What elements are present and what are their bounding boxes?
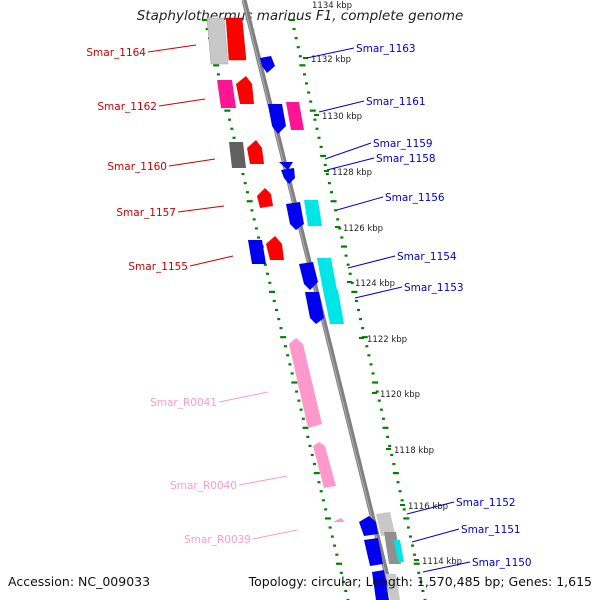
gene-feature-smar-1158[interactable] xyxy=(281,168,295,184)
gene-label[interactable]: Smar_1158 xyxy=(376,153,436,165)
rna-feature-smar-r0039[interactable] xyxy=(333,518,345,522)
gene-label[interactable]: Smar_1150 xyxy=(472,557,532,569)
label-leader-line xyxy=(147,44,197,53)
gene-label[interactable]: Smar_R0041 xyxy=(150,397,217,409)
gene-feature-smar-1154-cyan[interactable] xyxy=(317,258,337,290)
tick-label: 1130 kbp xyxy=(322,112,362,122)
accession-text: Accession: NC_009033 xyxy=(8,574,151,589)
right-gene-labels: Smar_1163 Smar_1161 Smar_1159 Smar_1158 Smar… xyxy=(306,43,532,573)
label-leader-line xyxy=(326,157,375,171)
gene-feature-smar-1157[interactable] xyxy=(257,188,273,208)
gene-label[interactable]: Smar_1159 xyxy=(373,138,433,150)
label-leader-line xyxy=(168,158,216,167)
gene-label[interactable]: Smar_1163 xyxy=(356,43,416,55)
label-leader-line xyxy=(324,142,372,160)
tick-label: 1124 kbp xyxy=(355,279,395,289)
gene-feature-smar-1150-gray[interactable] xyxy=(386,574,400,600)
label-leader-line xyxy=(238,475,288,486)
label-leader-line xyxy=(306,47,355,59)
gene-label[interactable]: Smar_1152 xyxy=(456,497,516,509)
gene-feature-smar-1163[interactable] xyxy=(260,56,275,73)
rna-feature-smar-r0041[interactable] xyxy=(289,338,322,428)
gene-label[interactable]: Smar_1164 xyxy=(86,47,146,59)
gene-feature-smar-1160-darkgray[interactable] xyxy=(229,142,246,168)
gene-feature-smar-1162-magenta[interactable] xyxy=(217,80,236,108)
tick-label: 1114 kbp xyxy=(422,557,462,567)
label-leader-line xyxy=(252,529,298,540)
tick-label: 1116 kbp xyxy=(408,502,448,512)
gene-label[interactable]: Smar_1161 xyxy=(366,96,426,108)
gene-label[interactable]: Smar_1155 xyxy=(128,261,188,273)
label-leader-line xyxy=(422,561,471,573)
gene-label[interactable]: Smar_1157 xyxy=(116,207,176,219)
topology-text: Topology: circular; Length: 1,570,485 bp… xyxy=(248,574,592,589)
gene-feature-smar-1152-blue[interactable] xyxy=(359,516,378,536)
tick-label: 1122 kbp xyxy=(367,335,407,345)
tick-label: 1126 kbp xyxy=(343,224,383,234)
label-leader-line xyxy=(177,205,225,213)
label-leader-line xyxy=(336,196,384,211)
label-leader-line xyxy=(406,501,455,515)
gene-feature-smar-1151-cyan[interactable] xyxy=(394,540,404,562)
gene-feature-smar-1154-blue[interactable] xyxy=(299,262,318,290)
gene-feature-smar-1156-blue[interactable] xyxy=(286,202,304,230)
tick-label: 1132 kbp xyxy=(311,55,351,65)
tick-label: 1120 kbp xyxy=(380,390,420,400)
gene-feature-smar-1161-magenta[interactable] xyxy=(286,102,304,130)
gene-feature-smar-1164-red[interactable] xyxy=(225,17,247,61)
tick-label: 1128 kbp xyxy=(332,168,372,178)
label-leader-line xyxy=(158,98,206,107)
gene-feature-smar-1151-blue[interactable] xyxy=(364,538,383,566)
label-leader-line xyxy=(411,528,460,543)
gene-feature-smar-1159[interactable] xyxy=(279,162,293,170)
left-gene-labels: Smar_1164 Smar_1162 Smar_1160 Smar_1157 Smar… xyxy=(86,44,298,546)
gene-label[interactable]: Smar_R0040 xyxy=(170,480,237,492)
gene-feature-smar-1153-cyan[interactable] xyxy=(323,290,344,324)
gene-feature-smar-1150-blue[interactable] xyxy=(372,570,389,600)
gene-feature-smar-1155-red[interactable] xyxy=(266,236,284,260)
label-leader-line xyxy=(189,255,234,267)
label-leader-line xyxy=(354,286,403,299)
gene-features xyxy=(206,17,404,600)
gene-feature-smar-1156-cyan[interactable] xyxy=(304,200,322,226)
tick-label-cut: 1134 kbp xyxy=(312,1,352,11)
label-leader-line xyxy=(347,255,396,269)
label-leader-line xyxy=(318,100,365,113)
gene-label[interactable]: Smar_1153 xyxy=(404,282,464,294)
gene-label[interactable]: Smar_1154 xyxy=(397,251,457,263)
rna-feature-smar-r0040[interactable] xyxy=(313,442,336,488)
gene-feature-smar-1162-red[interactable] xyxy=(236,76,254,104)
gene-feature-smar-1160-red[interactable] xyxy=(247,140,264,164)
gene-label[interactable]: Smar_1162 xyxy=(97,101,157,113)
gene-feature-smar-1161-blue[interactable] xyxy=(268,104,286,134)
gene-label[interactable]: Smar_R0039 xyxy=(184,534,251,546)
gene-label[interactable]: Smar_1156 xyxy=(385,192,445,204)
gene-label[interactable]: Smar_1160 xyxy=(107,161,167,173)
gene-feature-smar-1164-gray[interactable] xyxy=(206,17,229,65)
gene-feature-smar-1152-gray[interactable] xyxy=(376,512,395,536)
gene-label[interactable]: Smar_1151 xyxy=(461,524,521,536)
label-leader-line xyxy=(218,391,269,403)
gene-feature-smar-1155-blue[interactable] xyxy=(248,240,266,264)
gene-feature-smar-1153-blue[interactable] xyxy=(305,292,324,324)
tick-label: 1118 kbp xyxy=(394,446,434,456)
tick-labels: 1132 kbp 1130 kbp 1128 kbp 1126 kbp 1124 kbp… xyxy=(303,1,462,567)
